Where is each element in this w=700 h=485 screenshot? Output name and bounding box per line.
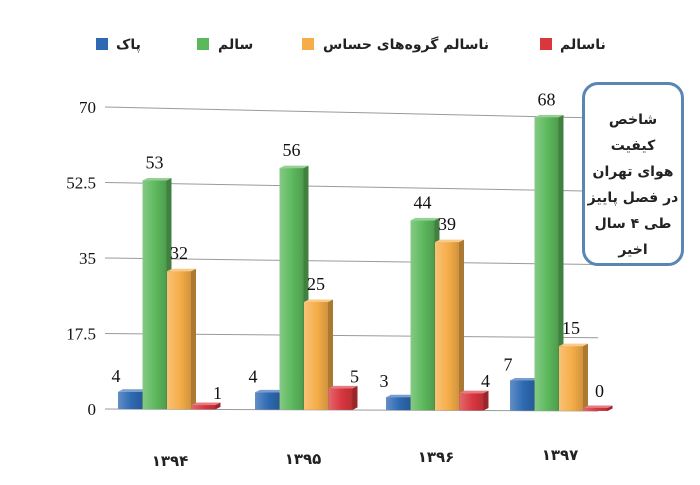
bar-top <box>304 299 333 302</box>
bar-top <box>410 217 440 221</box>
bar-side <box>215 402 221 410</box>
data-label: 53 <box>146 152 164 172</box>
x-category-label: ۱۳۹۴ <box>152 452 189 470</box>
data-label: 0 <box>595 381 604 401</box>
bar <box>435 242 459 411</box>
bar <box>304 301 328 410</box>
data-label: 4 <box>249 366 258 386</box>
data-label: 5 <box>350 366 359 386</box>
data-label: 7 <box>504 354 513 374</box>
bar-side <box>459 239 464 411</box>
bar-side <box>191 268 196 410</box>
bar-side <box>483 390 489 411</box>
legend-label-1: سالم <box>218 37 253 53</box>
chart-note-box: شاخص کیفیت هوای تهران در فصل پاییز طی ۴ … <box>582 82 684 266</box>
bar-top <box>435 239 464 243</box>
bar-top <box>459 390 489 394</box>
y-tick-label: 35 <box>79 249 96 268</box>
bar <box>583 407 608 411</box>
bar <box>191 405 216 410</box>
bar-side <box>583 343 588 411</box>
legend-swatch-0 <box>96 38 108 50</box>
legend-swatch-2 <box>302 38 314 50</box>
bar <box>559 346 583 411</box>
bar <box>386 397 410 411</box>
y-tick-label: 17.5 <box>66 325 96 344</box>
gridline-4 <box>104 106 599 119</box>
gridline-3 <box>104 182 599 192</box>
data-label: 39 <box>438 214 456 234</box>
bars <box>118 114 613 411</box>
data-label: 1 <box>213 383 222 403</box>
legend-swatch-1 <box>197 38 209 50</box>
data-label: 44 <box>414 192 432 212</box>
bar <box>459 393 484 411</box>
bar-side <box>607 405 613 411</box>
bar <box>534 117 559 411</box>
legend-swatch-3 <box>540 38 552 50</box>
legend-label-3: ناسالم <box>560 37 606 53</box>
data-label: 56 <box>283 140 301 160</box>
bar-top <box>559 343 588 347</box>
bar-side <box>558 114 564 411</box>
data-label: 3 <box>380 371 389 391</box>
x-category-label: ۱۳۹۶ <box>418 448 455 466</box>
bar <box>279 168 304 410</box>
bar-top <box>386 394 415 398</box>
data-label: 25 <box>307 274 325 294</box>
y-axis-ticks: 0 17.5 35 52.5 70 <box>66 98 96 419</box>
data-label: 15 <box>562 318 580 338</box>
bar-top <box>583 405 613 408</box>
bar <box>118 391 142 410</box>
data-label: 68 <box>538 89 556 109</box>
data-label: 32 <box>170 243 188 263</box>
bar-top <box>118 389 147 392</box>
y-tick-label: 52.5 <box>66 174 96 193</box>
x-axis-categories: ۱۳۹۴ ۱۳۹۵ ۱۳۹۶ ۱۳۹۷ <box>152 446 579 470</box>
y-tick-label: 70 <box>79 98 96 117</box>
gridline-2 <box>104 257 599 265</box>
bar-top <box>328 385 358 389</box>
bar <box>255 392 279 410</box>
data-label: 4 <box>481 371 490 391</box>
bar-top <box>534 114 564 118</box>
bar-top <box>279 165 309 169</box>
x-category-label: ۱۳۹۵ <box>285 450 322 468</box>
bar <box>328 388 353 410</box>
bar <box>410 220 435 411</box>
legend: پاک سالم ناسالم گروه‌های حساس ناسالم <box>96 36 606 53</box>
y-tick-label: 0 <box>88 400 97 419</box>
bar-top <box>510 377 539 381</box>
bar-side <box>328 299 333 410</box>
bar-top <box>191 402 221 406</box>
bar-top <box>167 268 196 272</box>
bar <box>167 271 191 410</box>
bar <box>142 180 167 410</box>
data-label: 4 <box>112 366 121 386</box>
x-category-label: ۱۳۹۷ <box>542 446 579 464</box>
bar-side <box>352 385 358 410</box>
legend-label-2: ناسالم گروه‌های حساس <box>323 36 489 53</box>
bar-top <box>255 389 284 393</box>
legend-label-0: پاک <box>116 37 141 53</box>
bar <box>510 380 534 411</box>
bar-top <box>142 177 172 181</box>
gridline-0 <box>104 408 599 412</box>
